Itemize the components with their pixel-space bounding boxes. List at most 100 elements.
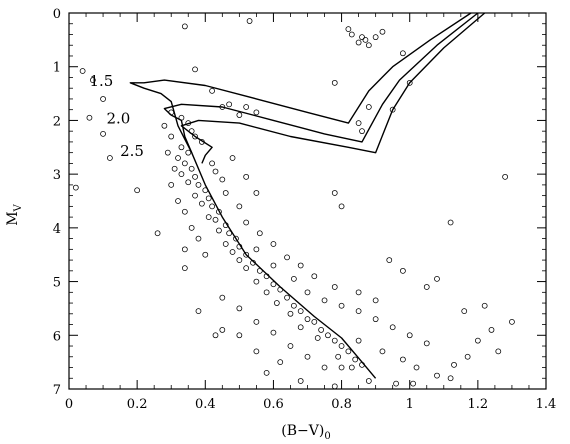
data-point — [348, 31, 355, 38]
data-point — [202, 251, 209, 258]
data-point — [447, 219, 454, 226]
data-point — [345, 26, 352, 32]
data-point — [372, 316, 379, 323]
data-point — [335, 353, 342, 360]
data-point — [195, 235, 202, 242]
data-point — [270, 329, 277, 336]
data-point — [222, 241, 229, 247]
data-point — [304, 289, 311, 296]
data-point — [331, 337, 338, 344]
data-point — [86, 114, 93, 121]
data-point — [192, 133, 198, 140]
data-point — [243, 251, 250, 258]
data-point — [202, 187, 209, 194]
data-point — [389, 324, 396, 331]
data-point — [243, 265, 250, 272]
x-tick-label: 0.4 — [195, 397, 216, 412]
isochrone-label: 1.5 — [89, 72, 113, 90]
data-point — [168, 109, 175, 116]
data-point — [423, 340, 430, 347]
data-point — [338, 343, 345, 349]
data-point — [314, 335, 321, 341]
data-point — [355, 120, 362, 126]
data-point — [379, 28, 386, 35]
scatter-points — [72, 18, 515, 390]
data-point — [331, 284, 338, 290]
data-point — [331, 190, 338, 196]
data-point — [185, 149, 192, 156]
data-point — [188, 128, 195, 135]
data-point — [253, 109, 260, 116]
y-tick-label: 4 — [53, 222, 61, 237]
data-point — [181, 23, 188, 30]
data-point — [297, 378, 304, 384]
data-point — [365, 104, 372, 110]
data-point — [253, 190, 260, 196]
data-point — [164, 149, 171, 156]
data-point — [161, 122, 168, 129]
data-point — [250, 259, 256, 266]
data-point — [253, 278, 260, 285]
data-point — [209, 88, 215, 94]
data-point — [318, 327, 325, 333]
data-point — [216, 227, 222, 234]
data-point — [359, 128, 365, 135]
data-point — [229, 249, 236, 255]
y-tick-label: 6 — [53, 329, 61, 344]
data-point — [481, 302, 488, 309]
data-point — [263, 273, 270, 280]
data-point — [406, 79, 413, 86]
data-point — [178, 114, 185, 121]
data-point — [253, 318, 260, 325]
isochrone-label: 2.0 — [106, 110, 130, 128]
y-tick-label: 0 — [53, 7, 61, 22]
x-tick-label: 0 — [65, 397, 73, 412]
x-tick-label: 0.6 — [263, 397, 284, 412]
data-point — [168, 133, 175, 140]
data-point — [355, 39, 362, 46]
data-point — [256, 230, 263, 237]
data-point — [168, 182, 175, 188]
data-point — [365, 378, 372, 384]
data-point — [400, 356, 406, 363]
data-point — [188, 165, 195, 172]
data-point — [181, 160, 188, 167]
data-point — [175, 198, 181, 204]
x-axis-title: (B−V)0 — [281, 423, 330, 442]
data-point — [181, 246, 188, 253]
data-point — [270, 241, 277, 247]
isochrone-line — [180, 12, 486, 164]
y-tick-label: 3 — [53, 168, 61, 183]
data-point — [212, 168, 219, 175]
data-point — [270, 262, 277, 269]
data-point — [175, 155, 181, 161]
data-point — [386, 257, 393, 263]
data-point — [338, 302, 345, 309]
data-point — [229, 155, 236, 161]
data-point — [236, 203, 243, 210]
data-point — [212, 332, 219, 339]
data-point — [219, 176, 226, 183]
y-axis-title-main: M — [5, 211, 21, 225]
data-point — [171, 165, 178, 172]
y-axis-title-subscript: V — [13, 203, 24, 212]
data-point — [400, 267, 406, 274]
isochrone-label: 2.5 — [120, 142, 144, 160]
data-point — [297, 262, 304, 269]
data-point — [209, 160, 215, 167]
data-point — [287, 310, 294, 317]
data-point — [389, 106, 396, 113]
data-point — [226, 230, 233, 237]
plot-frame — [68, 12, 547, 390]
data-point — [321, 364, 328, 371]
data-point — [192, 66, 198, 73]
data-point — [219, 104, 226, 110]
data-point — [236, 305, 243, 312]
data-point — [185, 120, 192, 126]
data-point — [277, 359, 284, 366]
x-axis-title-subscript: 0 — [324, 431, 330, 442]
x-tick-label: 0.8 — [331, 397, 352, 412]
data-point — [270, 281, 277, 288]
data-point — [488, 327, 495, 333]
